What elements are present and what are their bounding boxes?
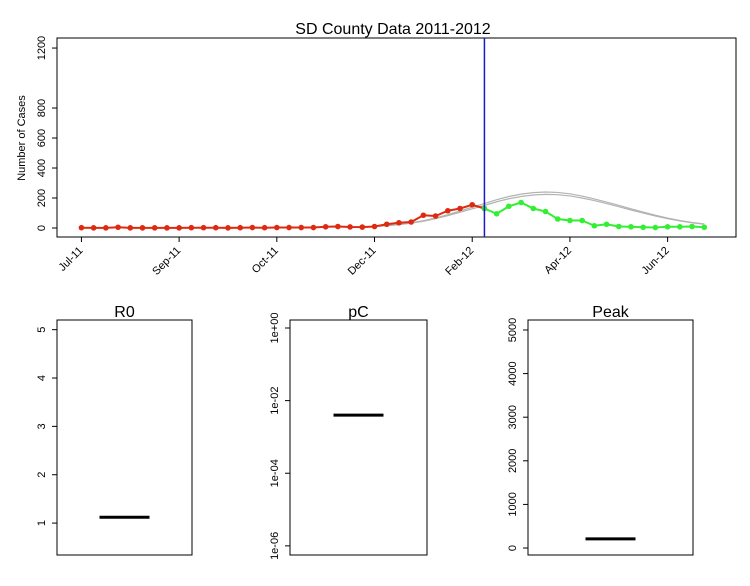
- series-line: [374, 191, 705, 228]
- y-tick-label: 5000: [507, 318, 519, 342]
- y-tick-label: 5: [36, 327, 48, 333]
- data-point: [591, 222, 598, 229]
- x-tick-label: Oct-11: [250, 245, 281, 276]
- data-point: [701, 224, 708, 231]
- data-point: [530, 205, 537, 212]
- y-axis-label: Number of Cases: [16, 95, 28, 181]
- data-point: [90, 225, 97, 231]
- y-tick-label: 3000: [507, 405, 519, 429]
- y-tick-label: 4: [36, 375, 48, 381]
- data-point: [628, 224, 634, 230]
- data-point: [151, 225, 158, 231]
- data-point: [506, 203, 512, 210]
- y-tick-label: 1200: [36, 36, 48, 60]
- chart-title: Peak: [592, 304, 629, 321]
- data-point: [396, 219, 402, 226]
- data-point: [200, 224, 207, 231]
- data-point: [188, 224, 195, 231]
- x-tick-label: Jun-12: [640, 245, 672, 277]
- data-point: [164, 225, 170, 231]
- chart-title: SD County Data 2011-2012: [295, 21, 490, 38]
- data-point: [127, 225, 134, 231]
- data-point: [689, 223, 695, 230]
- data-point: [212, 224, 219, 231]
- y-tick-label: 2: [36, 472, 48, 478]
- plot-frame: [289, 319, 428, 556]
- y-tick-label: 0: [507, 545, 519, 551]
- data-point: [518, 199, 524, 206]
- data-point: [469, 201, 476, 208]
- data-point: [615, 223, 622, 230]
- data-point: [225, 225, 231, 231]
- data-point: [432, 213, 439, 219]
- y-tick-label: 400: [36, 159, 48, 177]
- series-line: [81, 203, 485, 229]
- data-point: [677, 224, 683, 230]
- y-tick-label: 1e-02: [269, 387, 281, 415]
- data-point: [420, 212, 427, 219]
- y-tick-label: 200: [36, 189, 48, 207]
- plot-frame: [56, 37, 737, 238]
- y-tick-label: 600: [36, 129, 48, 147]
- series-line: [374, 193, 705, 228]
- chart-title: R0: [114, 304, 135, 321]
- plot-frame: [527, 319, 694, 556]
- data-point: [579, 217, 585, 224]
- data-point: [603, 221, 610, 228]
- data-point: [359, 224, 366, 230]
- plot-frame: [56, 319, 193, 556]
- data-point: [664, 224, 671, 230]
- data-point: [444, 207, 451, 214]
- data-point: [408, 219, 414, 225]
- data-point: [322, 224, 329, 230]
- y-tick-label: 2000: [507, 449, 519, 473]
- data-point: [383, 221, 390, 228]
- data-point: [298, 224, 305, 231]
- y-tick-label: 800: [36, 99, 48, 117]
- y-tick-label: 0: [36, 225, 48, 231]
- data-point: [457, 205, 463, 212]
- x-tick-label: Jul-11: [56, 245, 85, 274]
- data-point: [115, 224, 121, 231]
- chart-title: pC: [348, 304, 368, 321]
- data-point: [493, 210, 500, 217]
- y-tick-label: 3: [36, 423, 48, 429]
- y-tick-label: 1e+00: [269, 313, 281, 344]
- y-tick-label: 1e-06: [269, 532, 281, 560]
- data-point: [335, 223, 341, 230]
- data-point: [347, 224, 353, 230]
- y-tick-label: 4000: [507, 361, 519, 385]
- y-tick-label: 1: [36, 520, 48, 526]
- data-point: [237, 224, 243, 231]
- data-point: [274, 224, 280, 231]
- data-point: [567, 217, 573, 224]
- data-point: [310, 224, 317, 231]
- data-point: [261, 224, 268, 231]
- y-tick-label: 1000: [507, 492, 519, 516]
- data-point: [371, 223, 378, 230]
- data-point: [640, 224, 646, 231]
- data-point: [554, 216, 561, 222]
- data-point: [78, 224, 85, 231]
- data-point: [652, 224, 659, 231]
- data-point: [103, 225, 109, 231]
- y-tick-label: 1e-04: [269, 459, 281, 487]
- x-tick-label: Feb-12: [443, 245, 476, 278]
- x-tick-label: Dec-11: [346, 245, 379, 278]
- data-point: [542, 208, 549, 215]
- data-point: [286, 224, 292, 231]
- x-tick-label: Apr-12: [542, 245, 574, 277]
- data-point: [249, 224, 256, 231]
- x-tick-label: Sep-11: [150, 245, 183, 278]
- data-point: [139, 225, 146, 231]
- data-point: [176, 225, 182, 231]
